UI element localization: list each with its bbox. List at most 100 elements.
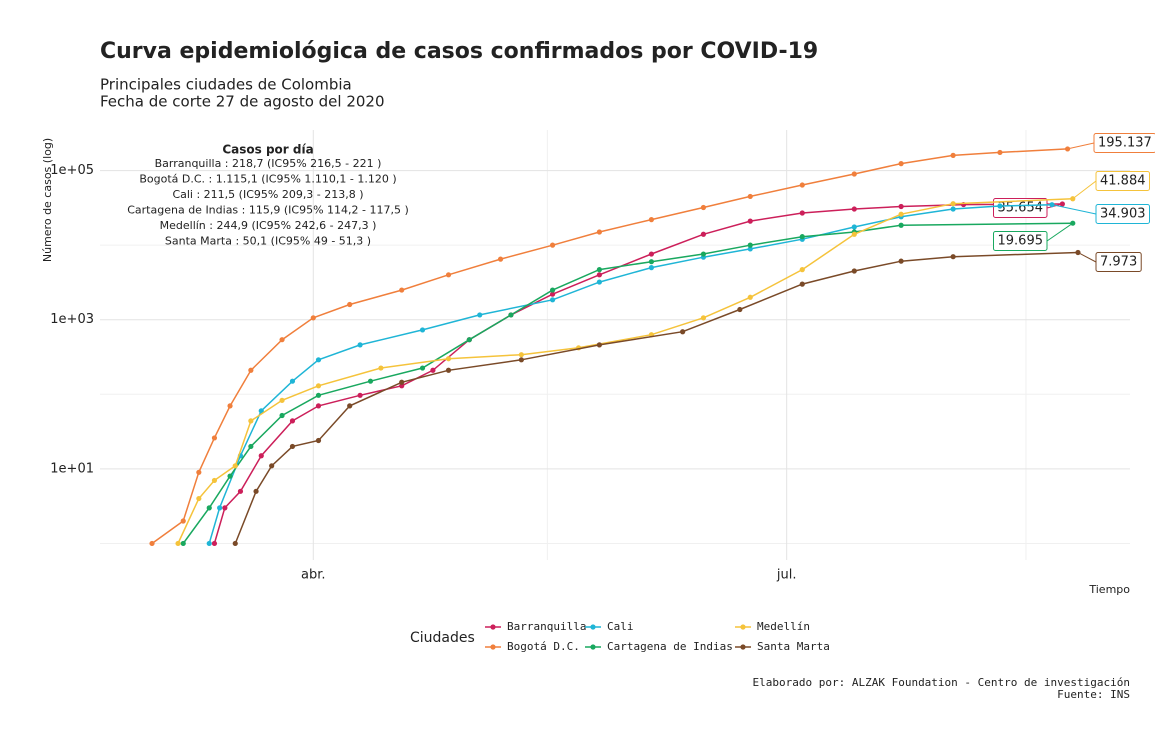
data-point xyxy=(347,301,353,308)
data-point xyxy=(997,203,1003,209)
value-label: 41.884 xyxy=(1095,171,1150,191)
data-point xyxy=(851,206,857,212)
data-point xyxy=(206,505,212,511)
value-label-text: 35.654 xyxy=(998,201,1044,216)
data-point xyxy=(747,242,753,248)
data-point xyxy=(799,267,805,273)
series-line xyxy=(208,203,1053,544)
data-point xyxy=(1049,202,1055,208)
data-point xyxy=(518,352,524,358)
data-point xyxy=(227,403,233,409)
value-label-text: 19.695 xyxy=(998,234,1044,249)
data-point xyxy=(747,218,753,224)
data-point xyxy=(1075,249,1081,256)
data-point xyxy=(700,315,707,321)
data-point xyxy=(799,182,805,188)
data-point xyxy=(269,463,275,469)
data-point xyxy=(310,315,316,321)
data-point xyxy=(497,256,504,262)
legend-swatch-dot xyxy=(740,624,746,630)
data-point xyxy=(222,505,228,511)
data-point xyxy=(799,281,805,287)
annotation-line: Cali : 211,5 (IC95% 209,3 - 213,8 ) xyxy=(172,188,363,201)
data-point xyxy=(258,453,264,459)
data-point xyxy=(217,505,223,511)
data-point xyxy=(419,365,426,371)
data-point xyxy=(950,201,956,207)
data-point xyxy=(799,210,805,216)
data-point xyxy=(315,403,322,409)
value-label-leader xyxy=(1051,204,1097,215)
legend-label: Medellín xyxy=(757,620,810,633)
data-point xyxy=(700,204,707,211)
data-point xyxy=(950,254,956,260)
data-point xyxy=(477,312,483,318)
data-point xyxy=(549,287,556,293)
data-point xyxy=(237,488,244,494)
data-point xyxy=(508,312,514,318)
data-point xyxy=(258,408,264,414)
data-point xyxy=(279,397,285,403)
data-point xyxy=(898,211,904,217)
value-label-text: 41.884 xyxy=(1100,174,1146,189)
data-point xyxy=(700,251,707,257)
value-label-leader xyxy=(1072,180,1097,200)
data-point xyxy=(596,279,602,285)
data-point xyxy=(378,365,384,371)
value-label-text: 34.903 xyxy=(1100,207,1146,222)
value-label-leader xyxy=(1046,222,1074,242)
legend-label: Santa Marta xyxy=(757,640,830,653)
data-point xyxy=(211,435,218,441)
data-point xyxy=(227,473,233,479)
data-point xyxy=(737,306,743,313)
legend-swatch-dot xyxy=(590,624,596,630)
data-point xyxy=(419,327,426,333)
data-point xyxy=(232,463,238,469)
legend-swatch-dot xyxy=(590,644,596,650)
data-point xyxy=(196,469,202,475)
data-point xyxy=(279,412,285,419)
annotation-line: Medellín : 244,9 (IC95% 242,6 - 247,3 ) xyxy=(160,219,377,232)
data-point xyxy=(898,258,904,264)
data-point xyxy=(175,540,181,547)
data-point xyxy=(549,291,556,297)
legend-title: Ciudades xyxy=(410,630,475,646)
data-point xyxy=(851,171,857,177)
y-tick-label: 1e+05 xyxy=(50,163,94,178)
data-point xyxy=(898,203,904,210)
data-point xyxy=(289,418,296,424)
data-point xyxy=(680,329,686,335)
value-label-leader xyxy=(1067,142,1095,150)
data-point xyxy=(248,418,254,424)
data-point xyxy=(445,367,452,373)
data-point xyxy=(315,357,322,363)
data-point xyxy=(596,267,602,273)
value-label-text: 7.973 xyxy=(1100,255,1137,270)
annotation-line: Barranquilla : 218,7 (IC95% 216,5 - 221 … xyxy=(155,157,382,170)
data-point xyxy=(549,297,556,303)
data-point xyxy=(648,259,655,265)
data-point xyxy=(253,488,259,494)
data-point xyxy=(799,234,805,240)
value-label-text: 195.137 xyxy=(1098,136,1152,151)
annotation-title: Casos por día xyxy=(222,143,313,157)
data-point xyxy=(279,337,285,343)
legend-swatch-dot xyxy=(490,644,496,650)
data-point xyxy=(180,518,186,524)
data-point xyxy=(430,367,436,373)
subtitle: Fecha de corte 27 de agosto del 2020 xyxy=(100,93,385,111)
value-label: 19.695 xyxy=(993,231,1048,251)
annotation-line: Santa Marta : 50,1 (IC95% 49 - 51,3 ) xyxy=(165,235,371,248)
legend-label: Cali xyxy=(607,620,634,633)
data-point xyxy=(315,392,322,398)
data-point xyxy=(347,403,353,409)
data-point xyxy=(206,540,212,547)
data-point xyxy=(357,392,363,398)
data-point xyxy=(211,477,218,484)
data-point xyxy=(466,337,472,343)
legend-swatch-dot xyxy=(490,624,496,630)
data-point xyxy=(950,206,956,212)
data-point xyxy=(950,152,956,158)
